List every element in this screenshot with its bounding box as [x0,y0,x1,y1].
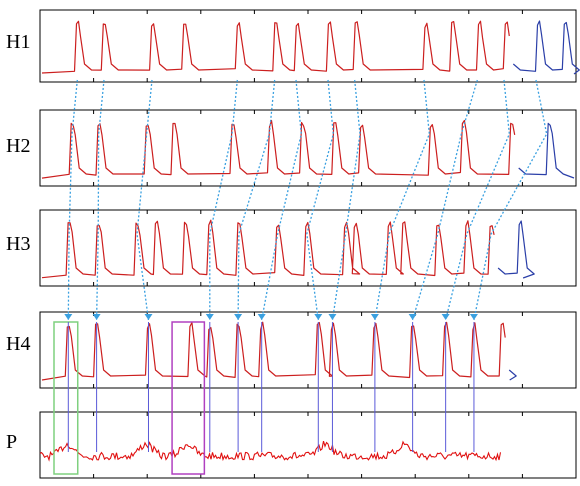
series-trace [39,440,502,462]
propagation-arrows [64,79,548,452]
panel-label: H3 [6,233,30,255]
panel-h2: H2 [6,109,577,187]
panel-h4: H4 [6,311,577,389]
panels: H1 H2 H3 H4 P [6,9,580,479]
panel-frame [39,9,577,83]
series-trace [41,321,506,381]
propagation-arrow [374,79,430,321]
propagation-arrow [261,79,302,321]
highlight-boxes [53,321,206,475]
series-trace-blue [508,369,517,381]
panel-h1: H1 [6,9,580,83]
propagation-arrow [445,79,510,321]
panel-h3: H3 [6,209,577,287]
arrowhead [370,314,379,320]
propagation-arrow [237,79,276,321]
propagation-arrow [331,79,361,321]
arrowhead [469,314,478,320]
arrowhead [328,314,337,320]
arrowhead [205,314,214,320]
panel-frame [39,411,577,479]
propagation-arrow [95,79,105,321]
series-trace-blue [518,122,575,179]
highlight-box-purple [171,321,206,475]
panel-p: P [6,411,577,479]
arrowhead [441,314,450,320]
propagation-arrow [412,79,478,321]
arrowhead [408,314,417,320]
series-trace [41,20,510,74]
panel-label: P [6,431,17,453]
propagation-arrow [136,79,153,321]
series-trace-blue [512,20,580,75]
panel-label: H1 [6,31,30,53]
arrowhead [314,314,323,320]
propagation-arrow [473,79,548,321]
highlight-box-green [53,321,79,475]
series-trace [41,219,495,279]
series-trace-blue [497,220,535,279]
arrowhead [92,314,101,320]
panel-label: H4 [6,333,30,355]
arrowhead [234,314,243,320]
arrowhead [144,314,153,320]
arrowhead [64,314,73,320]
arrowhead [257,314,266,320]
propagation-arrow [67,79,78,321]
panel-label: H2 [6,135,30,157]
propagation-arrow [306,79,334,321]
series-trace [41,119,516,179]
propagation-arrow [209,79,238,321]
